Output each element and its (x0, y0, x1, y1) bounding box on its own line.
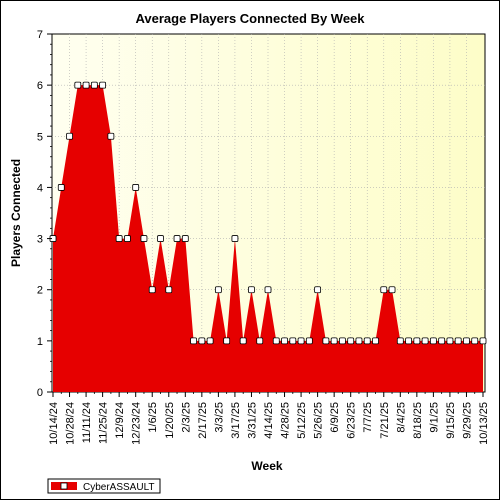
x-tick-label: 5/12/25 (296, 402, 308, 439)
data-point-marker (214, 286, 222, 294)
x-tick-label: 8/18/25 (412, 402, 424, 439)
data-point-marker (248, 286, 255, 294)
data-point-marker (363, 337, 371, 345)
data-point-marker (297, 337, 305, 345)
data-point-marker (405, 337, 412, 345)
data-point-marker (314, 286, 322, 294)
data-point-marker (372, 337, 379, 345)
x-tick-label: 5/26/25 (313, 402, 325, 439)
x-tick-label: 11/11/24 (81, 402, 93, 443)
data-point-marker (90, 81, 98, 89)
x-tick-label: 12/23/24 (131, 402, 143, 445)
data-point-marker (115, 235, 123, 242)
data-point-marker (289, 337, 297, 345)
data-point-marker (223, 337, 231, 345)
y-axis-label: Players Connected (9, 159, 23, 267)
y-tick-label: 6 (37, 80, 43, 92)
x-tick-label: 4/14/25 (263, 402, 275, 439)
data-point-marker (479, 337, 487, 345)
data-point-marker (264, 286, 272, 294)
data-point-marker (413, 337, 421, 345)
series-layer (49, 81, 487, 393)
data-point-marker (124, 235, 131, 242)
data-point-marker (347, 337, 355, 345)
legend: CyberASSAULT (47, 478, 161, 494)
data-point-marker (281, 337, 288, 345)
data-point-marker (471, 337, 479, 345)
data-point-marker (380, 286, 388, 294)
data-point-marker (446, 337, 454, 345)
data-point-marker (140, 235, 148, 242)
x-tick-label: 9/15/25 (445, 402, 457, 439)
data-point-marker (438, 337, 446, 345)
data-point-marker (388, 286, 396, 294)
data-point-marker (99, 81, 107, 89)
x-tick-label: 10/28/24 (65, 402, 77, 445)
x-tick-label: 4/28/25 (280, 402, 292, 439)
data-point-marker (206, 337, 214, 345)
x-tick-label: 9/1/25 (428, 402, 440, 433)
y-tick-label: 7 (37, 29, 43, 41)
x-tick-label: 11/25/24 (98, 402, 110, 444)
data-point-marker (330, 337, 338, 345)
x-tick-label: 3/31/25 (246, 402, 258, 439)
data-point-marker (66, 132, 73, 140)
x-tick-label: 6/23/25 (346, 402, 358, 439)
data-point-marker (157, 235, 164, 242)
data-point-marker (429, 337, 437, 345)
data-point-marker (355, 337, 363, 345)
y-tick-label: 5 (37, 131, 43, 143)
x-tick-label: 2/17/25 (197, 402, 209, 439)
y-tick-label: 4 (37, 182, 43, 194)
legend-marker (60, 482, 68, 490)
y-tick-label: 1 (37, 336, 43, 348)
data-point-marker (148, 286, 156, 294)
axis-layer: 0 1 2 3 4 5 6 7 10/14/24 10/28/24 11/11/24 11/25/24… (37, 29, 490, 445)
data-point-marker (181, 235, 189, 242)
data-point-marker (231, 235, 239, 242)
data-point-marker (256, 337, 264, 345)
x-tick-label: 6/9/25 (329, 402, 341, 433)
data-point-marker (82, 81, 90, 89)
data-point-marker (165, 286, 173, 294)
data-point-marker (190, 337, 197, 345)
data-point-marker (272, 337, 280, 345)
x-tick-label: 3/17/25 (230, 402, 242, 439)
data-point-marker (239, 337, 247, 345)
x-tick-label: 1/6/25 (147, 402, 159, 433)
x-tick-label: 2/3/25 (180, 402, 192, 433)
x-tick-label: 7/21/25 (379, 402, 391, 439)
x-tick-label: 10/14/24 (48, 402, 60, 445)
data-point-marker (107, 132, 115, 140)
x-tick-label: 1/20/25 (164, 402, 176, 439)
data-point-marker (454, 337, 462, 345)
x-axis-label: Week (251, 459, 282, 473)
x-tick-label: 9/29/25 (461, 402, 473, 439)
y-tick-label: 0 (37, 387, 43, 399)
data-point-marker (421, 337, 429, 345)
chart-title: Average Players Connected By Week (135, 11, 365, 26)
data-point-marker (74, 81, 82, 89)
data-point-marker (339, 337, 346, 345)
data-point-marker (198, 337, 206, 345)
data-point-marker (132, 184, 140, 191)
data-point-marker (322, 337, 330, 345)
data-point-marker (57, 184, 65, 191)
x-tick-label: 10/13/25 (478, 402, 490, 445)
x-tick-label: 3/3/25 (213, 402, 225, 433)
y-tick-label: 3 (37, 234, 43, 246)
data-point-marker (396, 337, 404, 345)
x-tick-label: 7/7/25 (362, 402, 374, 433)
data-point-marker (173, 235, 181, 242)
series-area (53, 85, 483, 393)
x-tick-label: 12/9/24 (114, 402, 126, 439)
data-point-marker (305, 337, 313, 345)
legend-label: CyberASSAULT (83, 482, 155, 493)
data-point-marker (463, 337, 470, 345)
x-tick-label: 8/4/25 (395, 402, 407, 433)
y-tick-label: 2 (37, 285, 43, 297)
